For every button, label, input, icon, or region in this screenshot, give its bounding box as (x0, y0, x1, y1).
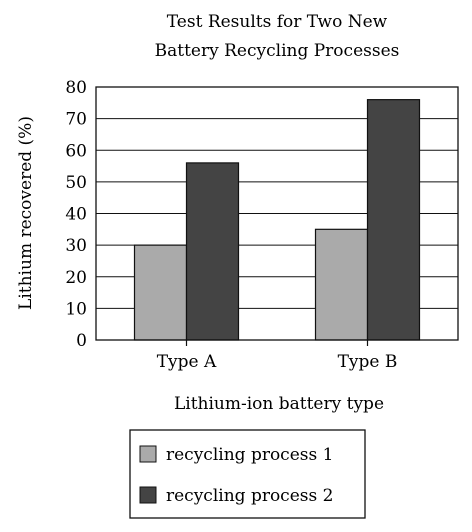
y-tick-label: 50 (65, 173, 87, 193)
legend-swatch-process-1 (139, 445, 157, 463)
legend-box (129, 429, 366, 519)
y-axis-ticks: 0 10 20 30 40 50 60 70 80 (65, 78, 87, 351)
y-tick-label: 20 (65, 268, 87, 288)
bar-type-b-process-1 (314, 228, 369, 341)
y-tick-label: 30 (65, 236, 87, 256)
y-tick-label: 80 (65, 78, 87, 98)
bar-type-a-process-2 (185, 162, 240, 341)
legend-label-process-2: recycling process 2 (166, 486, 333, 506)
chart-title-line-1: Test Results for Two New (167, 12, 388, 32)
y-tick-label: 10 (65, 299, 87, 319)
y-tick-label: 40 (65, 205, 87, 225)
bar-type-b-process-2 (366, 99, 421, 341)
y-axis-label: Lithium recovered (%) (16, 116, 36, 310)
x-tick-label: Type A (157, 352, 217, 372)
x-axis-label: Lithium-ion battery type (174, 394, 384, 414)
legend-swatch-process-2 (139, 486, 157, 504)
chart-title-line-2: Battery Recycling Processes (155, 41, 400, 61)
plot-frame (95, 86, 459, 341)
x-axis-ticks: Type A Type B (157, 340, 398, 372)
y-tick-label: 60 (65, 141, 87, 161)
x-tick-label: Type B (338, 352, 398, 372)
y-tick-label: 70 (65, 110, 87, 130)
bar-type-a-process-1 (133, 244, 188, 341)
y-tick-label: 0 (76, 331, 87, 351)
legend: recycling process 1 recycling process 2 (129, 429, 366, 519)
bars (133, 99, 421, 341)
legend-label-process-1: recycling process 1 (166, 445, 333, 465)
